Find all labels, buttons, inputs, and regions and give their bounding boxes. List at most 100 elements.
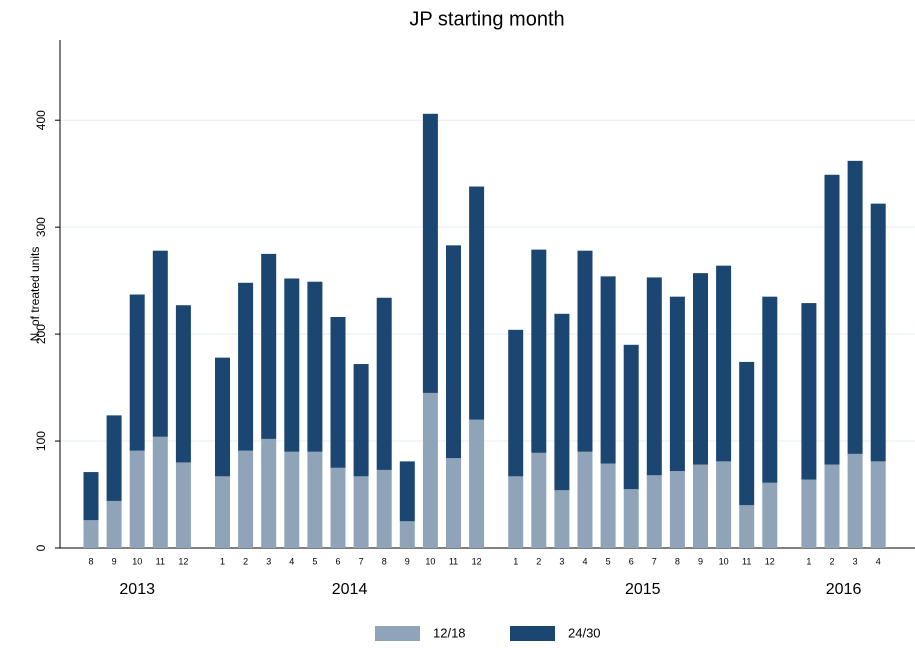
bar-segment — [847, 453, 863, 548]
bar-segment — [824, 174, 840, 465]
x-tick-label: 7 — [359, 556, 364, 566]
bar-segment — [129, 294, 145, 451]
bar-segment — [284, 278, 300, 452]
bar-segment — [669, 470, 685, 548]
bar-segment — [600, 463, 616, 548]
bar-segment — [469, 186, 485, 420]
bar-segment — [376, 297, 392, 470]
bar-segment — [215, 357, 230, 477]
bar-segment — [307, 451, 323, 548]
bar-segment — [422, 392, 438, 548]
legend-swatch — [510, 626, 555, 641]
x-tick-label: 8 — [382, 556, 387, 566]
bar-segment — [215, 476, 230, 548]
bar-segment — [175, 462, 191, 548]
x-tick-label: 10 — [132, 556, 142, 566]
bar-segment — [238, 450, 254, 548]
bar-segment — [508, 329, 524, 477]
bar-segment — [801, 479, 817, 548]
bar-segment — [83, 520, 99, 548]
x-tick-label: 4 — [582, 556, 587, 566]
bar-segment — [330, 467, 346, 548]
x-tick-label: 9 — [698, 556, 703, 566]
x-tick-label: 10 — [425, 556, 435, 566]
bar-segment — [646, 475, 662, 548]
bar-segment — [106, 500, 122, 548]
bar-segment — [446, 458, 461, 548]
y-axis-label: N. of treated units — [28, 247, 42, 342]
x-tick-label: 6 — [335, 556, 340, 566]
x-tick-label: 3 — [559, 556, 564, 566]
x-tick-label: 1 — [806, 556, 811, 566]
bar-segment — [623, 489, 639, 548]
x-tick-label: 6 — [629, 556, 634, 566]
bar-segment — [284, 451, 300, 548]
bar-segment — [693, 273, 708, 465]
x-tick-label: 4 — [876, 556, 881, 566]
bar-segment — [716, 265, 732, 462]
bar-segment — [175, 305, 191, 463]
x-tick-label: 12 — [178, 556, 188, 566]
bar-segment — [307, 281, 323, 452]
x-tick-label: 11 — [449, 556, 458, 566]
bar-segment — [446, 245, 461, 459]
bar-segment — [577, 451, 593, 548]
x-tick-label: 12 — [765, 556, 775, 566]
bar-segment — [801, 303, 817, 480]
y-tick-label: 0 — [34, 544, 48, 551]
bar-segment — [422, 113, 438, 393]
x-tick-label: 5 — [312, 556, 317, 566]
bar-segment — [83, 472, 99, 521]
group-label: 2014 — [332, 581, 368, 598]
x-tick-label: 12 — [472, 556, 482, 566]
x-tick-label: 9 — [405, 556, 410, 566]
bar-segment — [693, 464, 708, 548]
group-label: 2015 — [625, 581, 661, 598]
group-label: 2013 — [119, 581, 155, 598]
x-tick-label: 8 — [88, 556, 93, 566]
bar-segment — [762, 482, 778, 548]
bar-segment — [531, 452, 547, 548]
bar-segment — [508, 476, 524, 548]
x-tick-label: 4 — [289, 556, 294, 566]
x-tick-label: 3 — [853, 556, 858, 566]
bar-segment — [716, 461, 732, 548]
bar-segment — [762, 296, 778, 483]
x-tick-label: 9 — [112, 556, 117, 566]
bar-segment — [106, 415, 122, 501]
bar-segment — [152, 436, 168, 548]
bar-segment — [238, 282, 254, 451]
bar-segment — [330, 316, 346, 468]
bar-segment — [623, 344, 639, 490]
y-tick-label: 100 — [34, 431, 48, 451]
legend-swatch — [375, 626, 420, 641]
bar-segment — [739, 361, 755, 506]
y-tick-label: 200 — [34, 324, 48, 344]
bar-segment — [261, 253, 277, 439]
x-tick-label: 2 — [536, 556, 541, 566]
y-tick-label: 300 — [34, 217, 48, 237]
y-tick-label: 400 — [34, 110, 48, 130]
bar-segment — [353, 364, 369, 477]
legend-label: 12/18 — [433, 625, 466, 640]
group-label: 2016 — [826, 581, 862, 598]
x-tick-label: 2 — [243, 556, 248, 566]
bar-segment — [669, 296, 685, 471]
bar-segment — [577, 250, 593, 452]
bar-segment — [399, 461, 415, 522]
x-tick-label: 5 — [606, 556, 611, 566]
legend-label: 24/30 — [568, 625, 601, 640]
x-tick-label: 3 — [266, 556, 271, 566]
bar-segment — [554, 313, 570, 491]
bar-segment — [600, 276, 616, 464]
x-tick-label: 2 — [829, 556, 834, 566]
bar-segment — [469, 419, 485, 548]
x-tick-label: 11 — [156, 556, 165, 566]
bar-segment — [739, 505, 755, 548]
bar-segment — [261, 438, 277, 548]
bar-segment — [353, 476, 369, 548]
x-tick-label: 7 — [652, 556, 657, 566]
bar-segment — [554, 490, 570, 548]
bar-segment — [870, 461, 886, 548]
